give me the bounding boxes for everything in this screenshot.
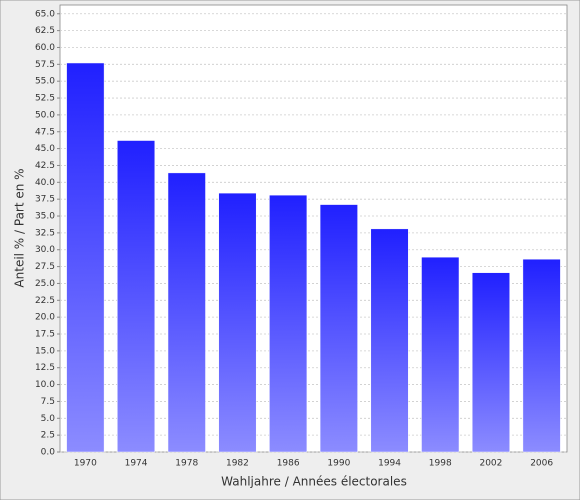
y-tick-label: 5.0 (41, 414, 56, 424)
y-tick-label: 0.0 (41, 448, 56, 458)
x-tick-label: 1970 (74, 459, 97, 469)
y-tick-label: 20.0 (35, 313, 55, 323)
bar (319, 204, 358, 453)
y-tick-label: 7.5 (41, 397, 55, 407)
y-tick-label: 62.5 (35, 26, 55, 36)
bar (471, 272, 510, 453)
bar (269, 194, 308, 453)
y-axis-label: Anteil % / Part en % (13, 168, 27, 287)
y-tick-label: 27.5 (35, 262, 55, 272)
y-tick-label: 40.0 (35, 178, 55, 188)
y-tick-label: 2.5 (41, 431, 55, 441)
x-tick-label: 1994 (378, 459, 401, 469)
y-tick-label: 30.0 (35, 245, 55, 255)
x-tick-label: 1998 (429, 459, 452, 469)
bar (522, 258, 561, 453)
x-tick-label: 1974 (125, 459, 148, 469)
bar (66, 62, 105, 453)
y-tick-label: 37.5 (35, 195, 55, 205)
y-tick-label: 55.0 (35, 77, 55, 87)
y-tick-label: 45.0 (35, 144, 55, 154)
x-tick-label: 1986 (277, 459, 300, 469)
y-tick-label: 35.0 (35, 212, 55, 222)
y-tick-label: 47.5 (35, 127, 55, 137)
x-tick-label: 2006 (530, 459, 553, 469)
bar (167, 172, 206, 453)
x-tick-label: 2002 (479, 459, 502, 469)
bar (117, 140, 156, 453)
y-tick-label: 50.0 (35, 110, 55, 120)
y-tick-label: 57.5 (35, 60, 55, 70)
y-tick-label: 12.5 (35, 363, 55, 373)
bar (218, 192, 257, 453)
y-tick-label: 32.5 (35, 228, 55, 238)
x-tick-label: 1990 (327, 459, 350, 469)
y-tick-label: 10.0 (35, 380, 55, 390)
y-tick-label: 25.0 (35, 279, 55, 289)
y-tick-label: 42.5 (35, 161, 55, 171)
y-tick-label: 17.5 (35, 330, 55, 340)
x-tick-label: 1978 (175, 459, 198, 469)
y-tick-label: 65.0 (35, 9, 55, 19)
y-tick-label: 60.0 (35, 43, 55, 53)
x-tick-label: 1982 (226, 459, 249, 469)
bar (370, 228, 409, 453)
y-tick-label: 22.5 (35, 296, 55, 306)
y-tick-label: 15.0 (35, 346, 55, 356)
x-axis-label: Wahljahre / Années électorales (221, 475, 407, 489)
y-tick-label: 52.5 (35, 94, 55, 104)
bar (421, 256, 460, 453)
